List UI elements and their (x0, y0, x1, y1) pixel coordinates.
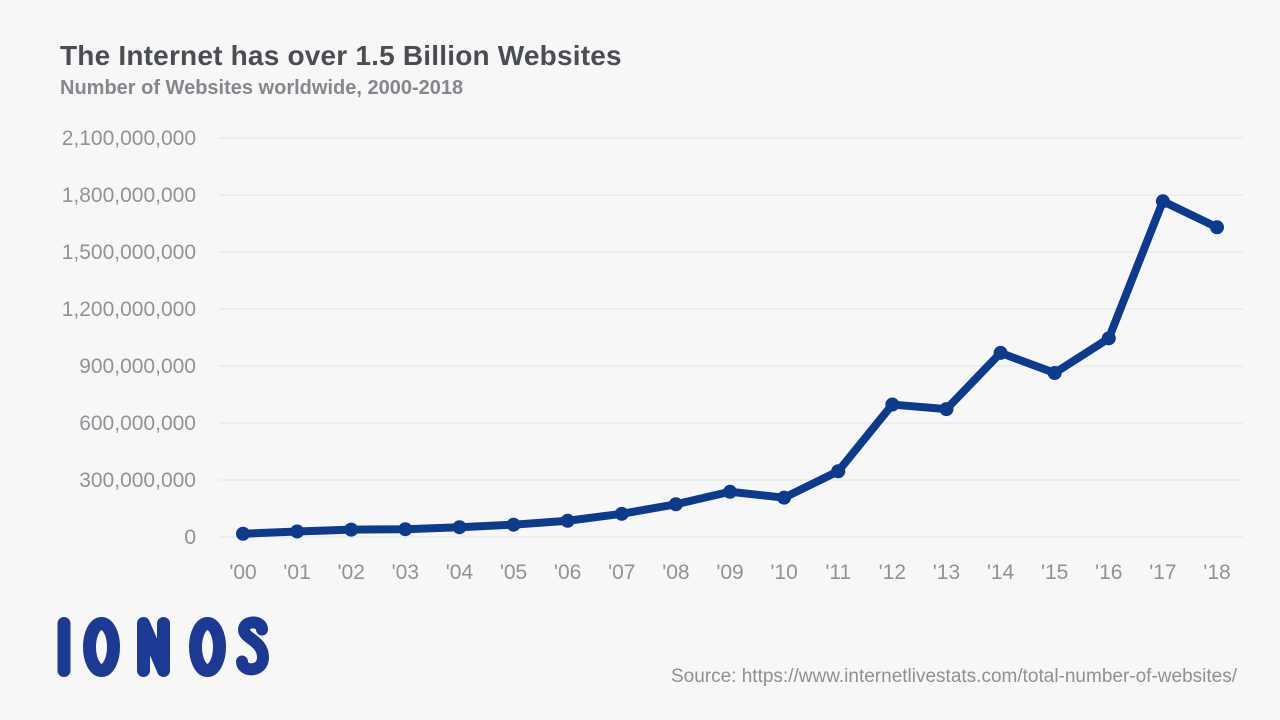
y-axis-tick-label: 1,200,000,000 (62, 298, 196, 321)
data-line (239, 197, 1221, 538)
x-axis-tick-label: '18 (1203, 561, 1230, 584)
source-text: Source: https://www.internetlivestats.co… (670, 666, 1237, 687)
data-point-2011 (831, 464, 846, 479)
data-point-2013 (939, 402, 954, 417)
x-axis-tick-label: '14 (987, 561, 1015, 584)
x-axis-tick-label: '13 (933, 561, 960, 584)
data-point-2018 (1210, 220, 1224, 235)
x-axis-tick-label: '11 (825, 561, 851, 584)
chart-subtitle: Number of Websites worldwide, 2000-2018 (60, 77, 464, 99)
data-point-2004 (452, 520, 467, 535)
x-axis-tick-label: '10 (770, 561, 797, 584)
x-axis-tick-label: '03 (392, 561, 419, 584)
data-point-2012 (885, 397, 900, 412)
y-axis-tick-label: 2,100,000,000 (62, 127, 196, 150)
data-point-2009 (723, 484, 737, 499)
data-point-2006 (560, 513, 575, 528)
x-axis-tick-label: '17 (1149, 561, 1176, 584)
x-axis-tick-label: '16 (1095, 561, 1122, 584)
data-point-2001 (290, 524, 305, 539)
x-axis-tick-label: '02 (338, 561, 365, 584)
data-point-2010 (777, 490, 792, 505)
chart-area: 0 300,000,000 600,000,000 900,000,000 1,200,… (62, 127, 1243, 584)
data-point-2016 (1101, 331, 1116, 346)
y-axis-tick-label: 900,000,000 (79, 355, 196, 378)
data-point-2000 (236, 526, 250, 541)
x-axis-tick-label: '12 (879, 561, 906, 584)
logo-letter-o2 (189, 617, 226, 677)
x-axis-tick-label: '00 (229, 561, 256, 584)
data-point-2008 (668, 497, 683, 512)
data-point-2017 (1155, 194, 1170, 209)
chart-title: The Internet has over 1.5 Billion Websit… (60, 40, 622, 71)
x-axis-tick-label: '08 (662, 561, 689, 584)
x-axis-tick-label: '06 (554, 561, 581, 584)
logo-letter-n (137, 617, 170, 677)
logo-letter-o1 (83, 617, 120, 677)
data-point-2007 (614, 506, 629, 521)
x-axis-tick-label: '07 (608, 561, 635, 584)
data-point-2015 (1047, 366, 1062, 381)
y-axis-tick-label: 600,000,000 (79, 412, 196, 435)
x-axis-tick-label: '01 (283, 561, 310, 584)
x-axis-tick-label: '05 (500, 561, 527, 584)
data-point-2002 (344, 522, 359, 537)
x-axis-tick-label: '04 (446, 561, 474, 584)
y-axis-tick-label: 1,500,000,000 (62, 241, 196, 264)
x-axis-tick-label: '09 (716, 561, 743, 584)
ionos-logo (57, 616, 270, 678)
y-axis-tick-label: 1,800,000,000 (62, 184, 196, 207)
data-point-2005 (506, 517, 521, 532)
data-point-2014 (993, 345, 1008, 360)
y-axis-tick-label: 0 (184, 526, 196, 549)
logo-letter-s (236, 616, 269, 676)
x-axis-tick-label: '15 (1041, 561, 1068, 584)
y-axis-tick-label: 300,000,000 (79, 469, 196, 492)
data-point-2003 (398, 522, 413, 537)
